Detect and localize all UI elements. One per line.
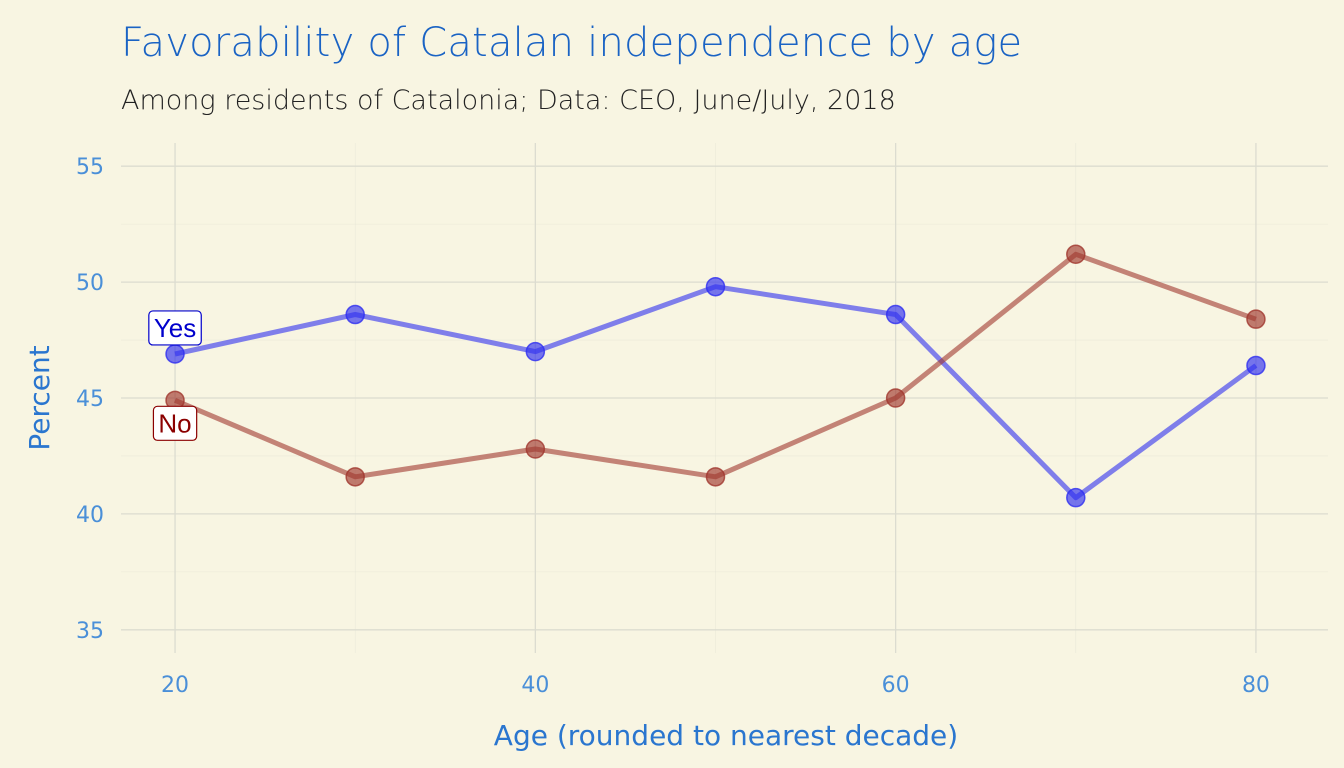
y-tick-label: 40 [76, 503, 104, 528]
y-tick-label: 45 [76, 387, 104, 412]
data-point-yes [525, 341, 546, 362]
data-point-yes [1246, 355, 1266, 376]
y-tick-label: 50 [76, 271, 104, 296]
data-point-no [1246, 309, 1266, 329]
data-point-no [1066, 244, 1086, 265]
series-layer [165, 244, 1266, 508]
data-point-yes [165, 344, 185, 364]
series-label-yes: Yes [148, 310, 202, 346]
x-tick-label: 60 [882, 673, 910, 698]
x-tick-label: 20 [161, 673, 189, 698]
data-point-yes [705, 276, 726, 297]
x-tick-label: 40 [521, 673, 549, 698]
y-tick-label: 55 [76, 155, 104, 180]
series-label-box-no [152, 405, 198, 441]
x-axis-title: Age (rounded to nearest decade) [494, 719, 958, 752]
data-point-yes [885, 304, 906, 325]
series-label-no: No [152, 405, 198, 441]
grid-layer [121, 143, 1328, 653]
data-point-no [345, 467, 365, 487]
data-point-no [705, 467, 726, 487]
y-tick-label: 35 [76, 619, 104, 644]
data-point-no [885, 388, 906, 408]
data-point-yes [345, 304, 365, 325]
series-label-box-yes [148, 310, 202, 346]
series-label-layer: Yes No [148, 310, 202, 441]
series-label-text-no: No [158, 408, 191, 438]
chart-title: Favorability of Catalan independence by … [121, 20, 1023, 66]
y-axis-title: Percent [23, 345, 56, 450]
data-point-no [525, 439, 546, 459]
series-label-text-yes: Yes [154, 313, 196, 343]
data-point-yes [1066, 487, 1086, 508]
x-tick-label: 80 [1242, 673, 1270, 698]
axis-layer: 35 40 45 50 55 20 40 60 80 [76, 155, 1270, 698]
chart-subtitle: Among residents of Catalonia; Data: CEO,… [121, 85, 896, 116]
